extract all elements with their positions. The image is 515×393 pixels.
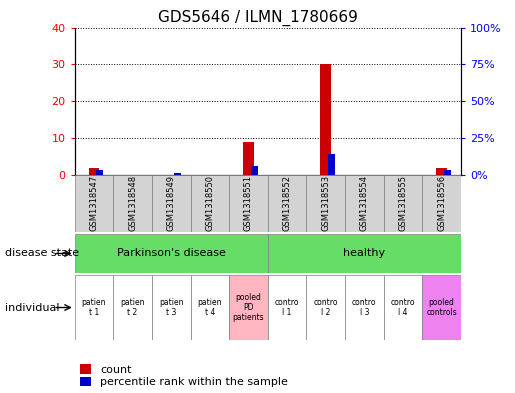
Text: Parkinson's disease: Parkinson's disease — [117, 248, 226, 259]
FancyBboxPatch shape — [422, 275, 461, 340]
FancyBboxPatch shape — [75, 234, 268, 273]
FancyBboxPatch shape — [345, 175, 384, 232]
FancyBboxPatch shape — [422, 175, 461, 232]
FancyBboxPatch shape — [268, 175, 306, 232]
Text: GSM1318554: GSM1318554 — [360, 175, 369, 231]
Text: GSM1318552: GSM1318552 — [283, 175, 291, 231]
Text: GSM1318553: GSM1318553 — [321, 175, 330, 231]
FancyBboxPatch shape — [268, 234, 461, 273]
Text: contro
l 1: contro l 1 — [275, 298, 299, 317]
Text: contro
l 2: contro l 2 — [314, 298, 338, 317]
Text: pooled
PD
patients: pooled PD patients — [233, 293, 264, 322]
Bar — [251, 166, 258, 175]
FancyBboxPatch shape — [152, 175, 191, 232]
Bar — [320, 64, 331, 175]
FancyBboxPatch shape — [191, 175, 229, 232]
FancyBboxPatch shape — [268, 275, 306, 340]
Text: GSM1318555: GSM1318555 — [399, 175, 407, 231]
Text: GSM1318547: GSM1318547 — [90, 175, 98, 231]
Text: GSM1318550: GSM1318550 — [205, 175, 214, 231]
Text: patien
t 2: patien t 2 — [121, 298, 145, 317]
FancyBboxPatch shape — [75, 275, 113, 340]
FancyBboxPatch shape — [152, 275, 191, 340]
Bar — [444, 171, 451, 175]
FancyBboxPatch shape — [384, 175, 422, 232]
Text: contro
l 3: contro l 3 — [352, 298, 376, 317]
FancyBboxPatch shape — [306, 175, 345, 232]
FancyBboxPatch shape — [191, 275, 229, 340]
Text: healthy: healthy — [344, 248, 385, 259]
Legend: count, percentile rank within the sample: count, percentile rank within the sample — [80, 364, 288, 387]
Text: disease state: disease state — [5, 248, 79, 259]
FancyBboxPatch shape — [229, 275, 268, 340]
FancyBboxPatch shape — [384, 275, 422, 340]
Bar — [96, 171, 103, 175]
Text: GSM1318548: GSM1318548 — [128, 175, 137, 231]
Text: GDS5646 / ILMN_1780669: GDS5646 / ILMN_1780669 — [158, 10, 357, 26]
FancyBboxPatch shape — [75, 175, 113, 232]
Bar — [89, 167, 99, 175]
Bar — [328, 154, 335, 175]
FancyBboxPatch shape — [345, 275, 384, 340]
FancyBboxPatch shape — [113, 275, 152, 340]
Text: GSM1318551: GSM1318551 — [244, 175, 253, 231]
Text: GSM1318549: GSM1318549 — [167, 175, 176, 231]
Text: patien
t 4: patien t 4 — [198, 298, 222, 317]
FancyBboxPatch shape — [113, 175, 152, 232]
Text: contro
l 4: contro l 4 — [391, 298, 415, 317]
Bar — [436, 167, 447, 175]
FancyBboxPatch shape — [306, 275, 345, 340]
Text: pooled
controls: pooled controls — [426, 298, 457, 317]
Bar — [174, 173, 181, 175]
Text: patien
t 1: patien t 1 — [82, 298, 106, 317]
FancyBboxPatch shape — [229, 175, 268, 232]
Text: GSM1318556: GSM1318556 — [437, 175, 446, 231]
Text: individual: individual — [5, 303, 60, 312]
Bar — [243, 142, 254, 175]
Text: patien
t 3: patien t 3 — [159, 298, 183, 317]
